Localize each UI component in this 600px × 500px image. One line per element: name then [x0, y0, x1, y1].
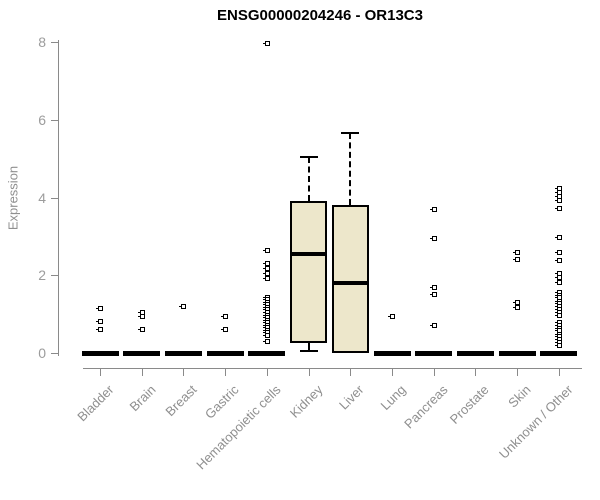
collapsed-box	[206, 350, 244, 356]
lower-whisker-line	[307, 343, 310, 352]
outlier-point	[554, 275, 562, 281]
collapsed-box	[540, 350, 578, 356]
x-tick-label: Lung	[377, 382, 409, 414]
collapsed-box	[123, 350, 161, 356]
y-tick	[51, 119, 58, 121]
outlier-point	[554, 279, 562, 285]
collapsed-box	[415, 350, 453, 356]
x-tick-label: Liver	[336, 382, 367, 413]
outlier-point	[262, 271, 270, 277]
outlier-point	[513, 299, 521, 305]
x-tick-label: Prostate	[447, 382, 493, 427]
outlier-point	[179, 304, 187, 310]
outlier-point	[262, 275, 270, 281]
median-line	[331, 281, 369, 286]
x-tick	[392, 368, 394, 376]
chart-title: ENSG00000204246 - OR13C3	[217, 7, 423, 24]
outlier-point	[554, 258, 562, 264]
box	[331, 205, 369, 353]
x-tick-label: Gastric	[202, 382, 242, 422]
x-tick	[141, 368, 143, 376]
upper-whisker-line	[349, 133, 352, 206]
outlier-point	[262, 339, 270, 345]
outlier-point	[513, 305, 521, 311]
y-tick	[51, 42, 58, 43]
outlier-point	[388, 314, 396, 320]
outlier-point	[513, 257, 521, 263]
x-tick	[100, 368, 101, 376]
x-tick	[266, 368, 268, 376]
outlier-point	[96, 306, 103, 312]
y-tick-label: 4	[38, 189, 46, 206]
outlier-point	[262, 333, 270, 339]
outlier-point	[429, 284, 437, 290]
collapsed-box	[373, 350, 411, 356]
box	[290, 201, 328, 344]
outlier-point	[554, 249, 562, 255]
x-tick	[433, 368, 435, 376]
outlier-point	[429, 323, 437, 328]
outlier-point	[554, 206, 562, 212]
collapsed-box	[81, 350, 119, 356]
x-axis-line	[83, 368, 582, 369]
y-axis-line	[58, 40, 59, 356]
x-tick-label: Skin	[505, 382, 534, 411]
outlier-point	[429, 207, 437, 213]
outlier-point	[554, 342, 562, 348]
x-tick	[517, 368, 519, 376]
x-tick	[183, 368, 185, 376]
outlier-point	[96, 319, 103, 325]
x-tick-label: Pancreas	[400, 382, 451, 432]
x-tick	[225, 368, 227, 376]
lower-whisker-cap	[299, 350, 318, 353]
outlier-point	[221, 326, 229, 332]
y-tick-label: 6	[38, 111, 46, 128]
outlier-point	[262, 247, 270, 253]
y-tick-label: 8	[38, 34, 46, 50]
outlier-point	[221, 314, 229, 320]
y-tick-label: 0	[38, 345, 46, 361]
x-tick	[308, 368, 310, 376]
outlier-point	[513, 249, 521, 255]
outlier-point	[554, 234, 562, 240]
x-tick-label: Brain	[126, 382, 159, 415]
upper-whisker-cap	[299, 155, 318, 158]
x-tick	[350, 368, 352, 376]
x-tick	[475, 368, 477, 376]
y-tick	[51, 275, 58, 277]
x-tick-label: Kidney	[286, 382, 326, 421]
upper-whisker-line	[307, 156, 310, 202]
median-line	[290, 251, 328, 256]
outlier-point	[429, 291, 437, 297]
x-tick-label: Breast	[162, 382, 201, 420]
outlier-point	[554, 198, 562, 204]
x-tick-label: Bladder	[74, 382, 117, 425]
y-tick	[51, 197, 58, 199]
collapsed-box	[248, 350, 286, 356]
x-tick-label: Unknown / Other	[495, 382, 576, 462]
outlier-point	[262, 266, 270, 272]
outlier-point	[96, 326, 103, 332]
outlier-point	[554, 312, 562, 318]
y-tick	[51, 353, 58, 354]
upper-whisker-cap	[341, 132, 360, 135]
outlier-point	[137, 326, 145, 332]
outlier-point	[262, 261, 270, 267]
collapsed-box	[498, 350, 536, 356]
outlier-point	[262, 40, 270, 46]
collapsed-box	[164, 350, 202, 356]
y-tick-label: 2	[38, 267, 46, 284]
outlier-point	[429, 236, 437, 242]
outlier-point	[137, 314, 145, 320]
x-tick	[558, 368, 560, 376]
collapsed-box	[456, 350, 494, 356]
